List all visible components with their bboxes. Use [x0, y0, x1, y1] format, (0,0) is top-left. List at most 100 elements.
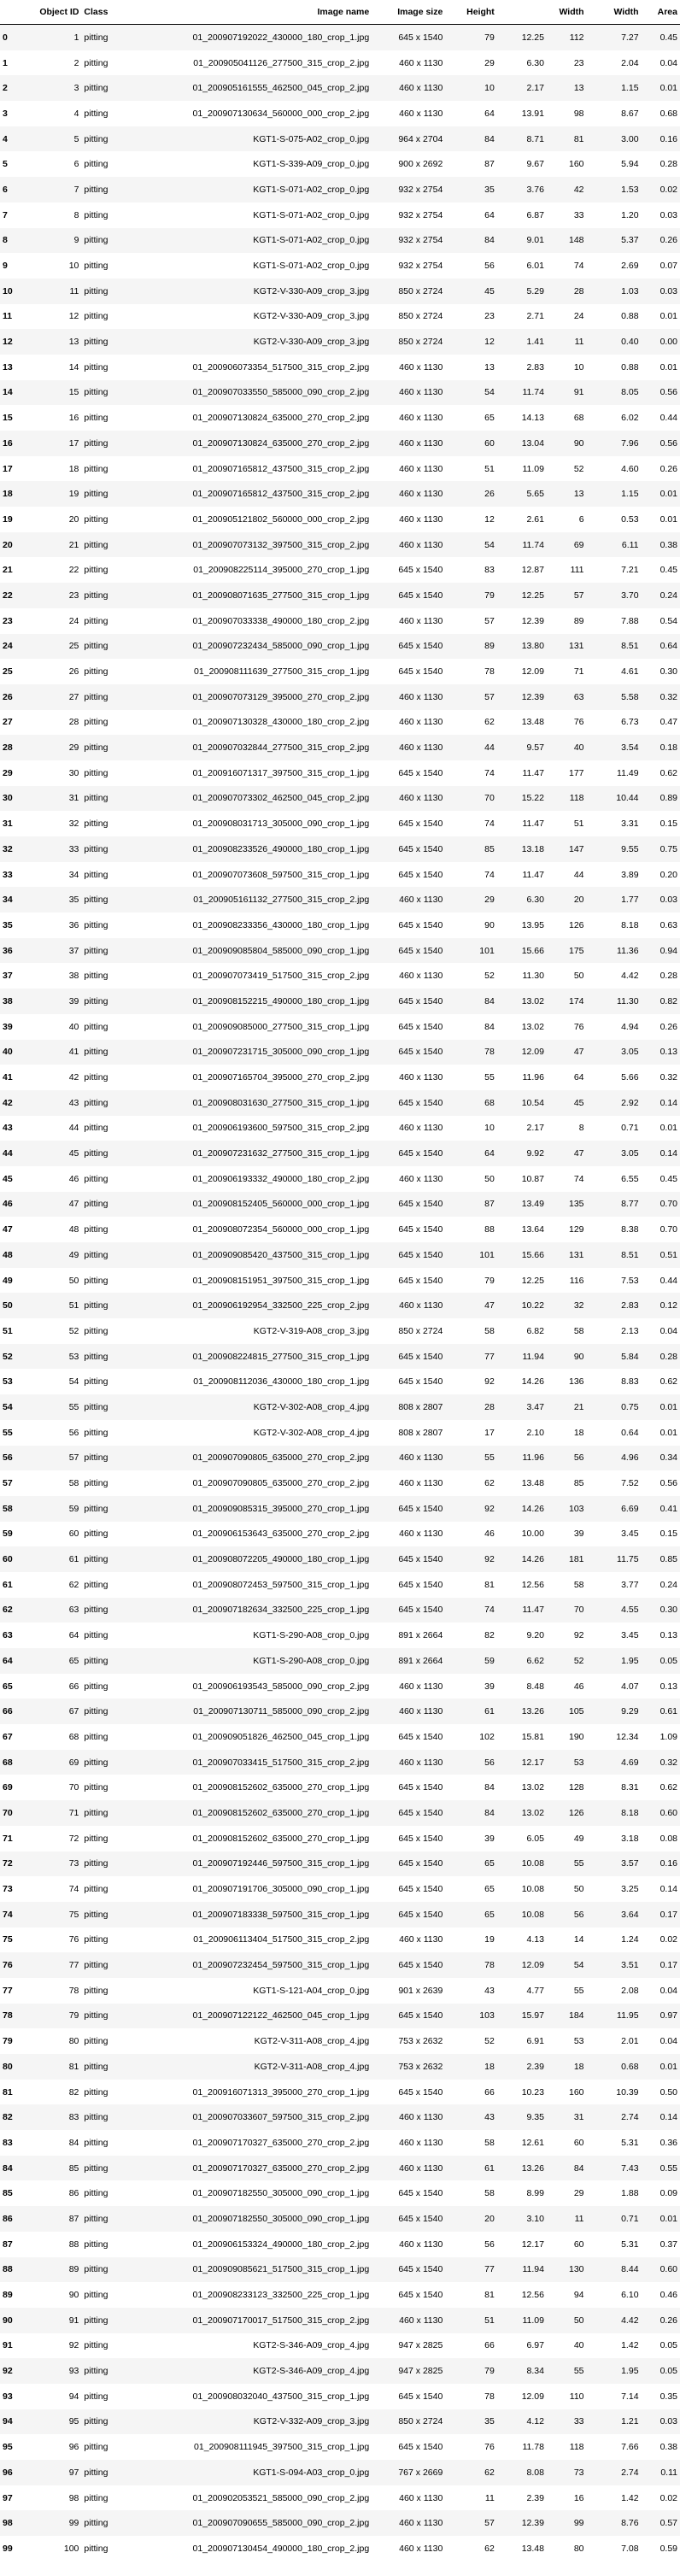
row-index: 43 — [3, 1123, 13, 1134]
table-row: 30 31 pitting 01_200907073302_462500_045_cr… — [0, 785, 680, 812]
image-name-cell: 01_200908233123_332500_225_crop_1.jpg — [192, 2290, 370, 2301]
row-index: 0 — [0, 24, 32, 50]
width-mm-cell: 8.18 — [586, 1800, 642, 1826]
width-px-cell: 33 — [573, 209, 584, 220]
height-mm-cell: 15.22 — [496, 785, 547, 812]
object-id-cell: 42 — [68, 1072, 79, 1083]
height-mm-cell: 6.30 — [496, 887, 547, 913]
height-px-cell: 58 — [484, 1325, 495, 1336]
area-cell: 0.01 — [641, 2206, 680, 2232]
image-size-cell: 460 x 1130 — [399, 1173, 443, 1184]
width-px-cell: 55 — [546, 2358, 587, 2384]
area-cell: 0.64 — [641, 633, 680, 660]
image-size-cell: 645 x 1540 — [372, 633, 446, 660]
area-cell: 0.46 — [659, 2290, 677, 2301]
width-px-cell: 89 — [573, 615, 584, 626]
object-id-cell: 13 — [32, 329, 82, 355]
table-row: 10 11 pitting KGT2-V-330-A09_crop_3.jpg 850 … — [0, 278, 680, 304]
width-mm-cell: 8.51 — [586, 633, 642, 660]
height-mm-cell: 12.39 — [496, 2510, 547, 2537]
height-mm-cell: 12.17 — [521, 2239, 544, 2250]
object-id-cell: 6 — [73, 159, 79, 170]
height-mm-cell: 14.26 — [521, 1376, 544, 1388]
image-size-cell: 645 x 1540 — [398, 2442, 443, 2453]
width-mm-cell: 1.95 — [586, 2358, 642, 2384]
area-cell: 0.89 — [641, 785, 680, 812]
image-size-cell: 460 x 1130 — [399, 1529, 443, 1540]
width-px-cell: 56 — [546, 1901, 587, 1928]
height-px-cell: 74 — [484, 819, 495, 830]
row-index: 14 — [0, 379, 32, 406]
width-px-cell: 63 — [546, 684, 587, 710]
width-px-cell: 90 — [546, 1343, 587, 1370]
width-px-cell: 94 — [573, 2290, 584, 2301]
area-cell: 0.82 — [641, 989, 680, 1014]
width-px-cell: 148 — [546, 227, 587, 254]
width-px-cell: 131 — [546, 1242, 587, 1268]
object-id-cell: 2 — [73, 57, 79, 68]
width-mm-cell: 2.08 — [621, 1985, 639, 1996]
area-cell: 0.68 — [659, 108, 677, 119]
height-px-cell: 76 — [484, 2442, 495, 2453]
height-px-cell: 78 — [445, 1039, 497, 1065]
width-px-cell: 131 — [546, 633, 587, 660]
height-mm-cell: 9.01 — [496, 227, 547, 254]
width-mm-cell: 6.73 — [621, 717, 639, 728]
row-index: 37 — [3, 971, 13, 982]
image-size-cell: 460 x 1130 — [372, 1445, 446, 1471]
width-mm-cell: 4.61 — [621, 666, 639, 678]
table-row: 26 27 pitting 01_200907073129_395000_270_cr… — [0, 684, 680, 710]
header-height: Height — [445, 0, 497, 25]
row-index: 52 — [0, 1343, 32, 1370]
table-row: 51 52 pitting KGT2-V-319-A08_crop_3.jpg 850 … — [0, 1318, 680, 1344]
object-id-cell: 83 — [32, 2104, 82, 2131]
image-size-cell: 460 x 1130 — [399, 1681, 443, 1692]
image-name-cell: 01_200908072354_560000_000_crop_1.jpg — [192, 1224, 370, 1235]
class-cell: pitting — [84, 919, 108, 930]
width-mm-cell: 3.25 — [621, 1884, 639, 1895]
table-row: 41 42 pitting 01_200907165704_395000_270_cr… — [0, 1065, 680, 1090]
row-index: 27 — [3, 717, 13, 728]
area-cell: 0.62 — [659, 1376, 677, 1388]
image-name-cell: 01_200906153643_635000_270_crop_2.jpg — [192, 1529, 370, 1540]
width-px-cell: 57 — [546, 583, 587, 608]
width-px-cell: 13 — [546, 481, 587, 508]
table-row: 4 5 pitting KGT1-S-075-A02_crop_0.jpg 964 x … — [0, 126, 680, 152]
class-cell: pitting — [81, 278, 133, 304]
width-mm-cell: 11.95 — [586, 2003, 642, 2029]
table-row: 54 55 pitting KGT2-V-302-A08_crop_4.jpg 808 … — [0, 1394, 680, 1420]
image-name-cell: 01_200908152405_560000_000_crop_1.jpg — [132, 1191, 372, 1218]
object-id-cell: 8 — [73, 209, 79, 220]
height-px-cell: 18 — [445, 2054, 497, 2080]
width-px-cell: 129 — [569, 1224, 584, 1235]
object-id-cell: 94 — [68, 2391, 79, 2402]
object-id-cell: 9 — [32, 227, 82, 254]
table-row: 92 93 pitting KGT2-S-346-A09_crop_4.jpg 947 … — [0, 2358, 680, 2384]
image-name-cell: 01_200908152215_490000_180_crop_1.jpg — [132, 989, 372, 1014]
width-mm-cell: 5.84 — [586, 1343, 642, 1370]
height-mm-cell: 12.09 — [496, 1952, 547, 1978]
height-px-cell: 64 — [445, 1141, 497, 1166]
image-name-cell: 01_200907090805_635000_270_crop_2.jpg — [192, 1478, 370, 1489]
table-row: 2 3 pitting 01_200905161555_462500_045_crop… — [0, 75, 680, 102]
area-cell: 0.05 — [641, 1648, 680, 1674]
height-mm-cell: 2.83 — [526, 361, 544, 373]
image-size-cell: 808 x 2807 — [398, 1427, 443, 1438]
object-id-cell: 88 — [68, 2239, 79, 2250]
table-row: 98 99 pitting 01_200907090655_585000_090_cr… — [0, 2510, 680, 2537]
height-mm-cell: 10.22 — [496, 1293, 547, 1319]
row-index: 40 — [0, 1039, 32, 1065]
image-name-cell: 01_200908071635_277500_315_crop_1.jpg — [132, 583, 372, 608]
class-cell: pitting — [84, 819, 108, 830]
object-id-cell: 40 — [68, 1021, 79, 1032]
row-index: 68 — [0, 1749, 32, 1775]
width-mm-cell: 3.51 — [586, 1952, 642, 1978]
area-cell: 0.62 — [659, 767, 677, 778]
height-mm-cell: 4.12 — [496, 2409, 547, 2435]
row-index: 33 — [3, 869, 13, 880]
class-cell: pitting — [81, 836, 133, 862]
class-cell: pitting — [84, 1630, 108, 1641]
row-index: 74 — [0, 1901, 32, 1928]
class-cell: pitting — [84, 1782, 108, 1793]
image-name-cell: 01_200916071313_395000_270_crop_1.jpg — [192, 2086, 370, 2098]
